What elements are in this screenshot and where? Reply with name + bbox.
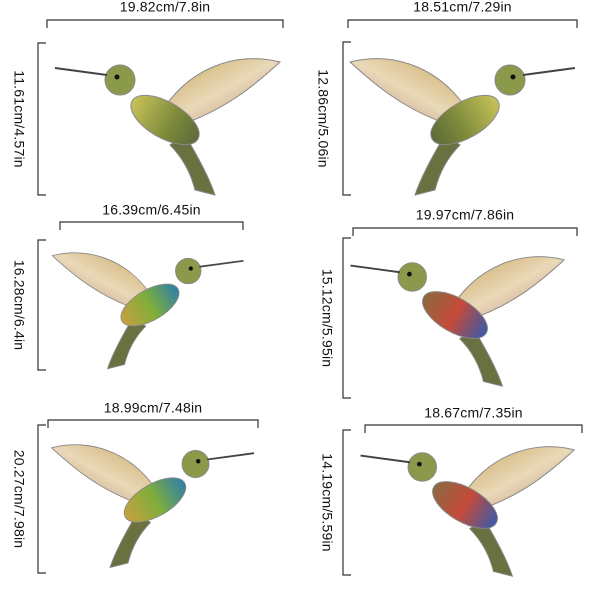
wing [348,58,471,126]
hummingbird [350,256,566,387]
birds [50,58,576,577]
body [430,94,500,146]
wing [459,446,576,511]
eye [114,74,120,80]
width-bracket [352,227,578,236]
height-bracket [37,424,46,574]
height-bracket [37,239,46,371]
width-label: 16.39cm/6.45in [102,202,201,218]
body [422,291,488,339]
tail [414,134,461,196]
head [494,64,526,96]
wing [159,58,282,126]
wing [449,256,566,321]
tail [109,512,152,569]
head [397,262,427,292]
body [130,94,200,146]
eye [510,74,516,80]
width-label: 18.51cm/7.29in [413,0,512,15]
width-label: 18.67cm/7.35in [424,405,523,421]
width-bracket [59,221,244,230]
eye [407,271,412,277]
head [104,64,136,96]
tail [459,328,504,387]
hummingbird [50,444,255,569]
height-bracket [342,429,351,576]
hummingbird [51,252,244,370]
height-label: 11.61cm/4.57in [11,70,27,168]
body [120,283,180,327]
eye [195,459,201,464]
height-bracket [342,41,351,196]
dimensions: 19.82cm/7.8in 11.61cm/4.57in 18.51cm/7.29i… [11,0,583,576]
eye [417,461,422,467]
tail [169,134,216,196]
height-label: 14.19cm/5.59in [319,453,335,552]
height-bracket [342,237,351,399]
hummingbird [360,446,576,577]
beak [199,259,244,268]
height-label: 15.12cm/5.95in [319,269,335,368]
width-label: 19.97cm/7.86in [416,207,515,223]
wing [51,252,155,310]
head [407,452,437,482]
tail [469,518,514,577]
width-label: 18.99cm/7.48in [104,400,203,416]
height-bracket [37,42,46,196]
wing [50,444,161,505]
beak [350,264,401,274]
width-bracket [364,424,583,433]
height-label: 12.86cm/5.06in [315,69,331,168]
body [123,477,187,523]
tail [106,317,147,370]
width-label: 19.82cm/7.8in [120,0,211,15]
width-bracket [47,419,259,428]
width-bracket [46,19,284,28]
head [175,257,202,285]
body [432,481,498,529]
height-label: 20.27cm/7.98in [11,450,27,549]
hummingbird [348,58,576,196]
eye [188,266,193,271]
height-label: 16.28cm/6.4in [11,260,27,351]
beak [54,67,108,76]
beak [207,452,255,461]
head [181,450,210,478]
width-bracket [347,19,578,28]
beak [360,454,411,464]
hummingbird [54,58,282,196]
beak [522,67,576,76]
